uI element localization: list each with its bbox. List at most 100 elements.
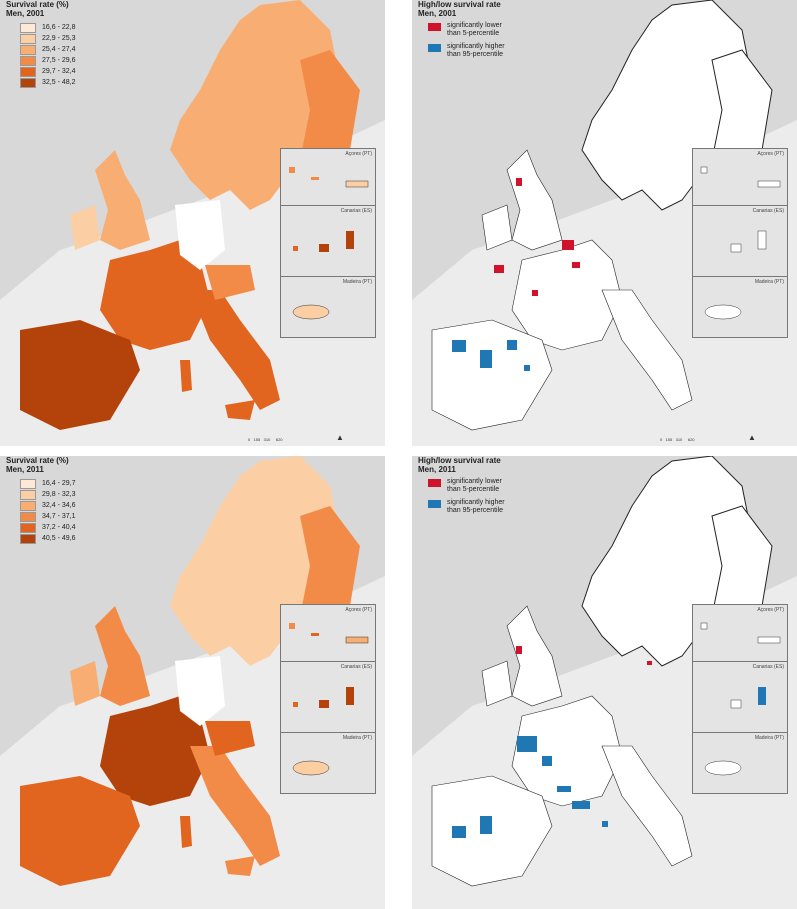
legend-item: 29,8 - 32,3 [20, 489, 75, 500]
legend-swatch [428, 23, 441, 31]
inset-label: Madeira (PT) [754, 279, 784, 285]
inset-canarias: Canarias (ES) [281, 206, 375, 277]
region-uk [506, 605, 563, 707]
inset-acores-map [289, 623, 369, 644]
legend-item: 29,7 - 32,4 [20, 66, 75, 77]
inset-label: Açores (PT) [757, 607, 784, 613]
scale-label: 620 [687, 437, 695, 442]
legend-label: significantly higher than 95-percentile [447, 499, 505, 514]
region-sardinia [180, 816, 192, 848]
region-italy [601, 289, 693, 411]
legend-item: 34,7 - 37,1 [20, 511, 75, 522]
legend-swatch [428, 479, 441, 487]
legend-label: 32,4 - 34,6 [42, 502, 76, 509]
inset-madeira-map [704, 760, 742, 776]
region-sicily [225, 856, 255, 876]
legend-swatch [20, 66, 36, 77]
legend-item: 37,2 - 40,4 [20, 522, 75, 533]
legend-item: 27,5 - 29,6 [20, 55, 75, 66]
inset-madeira-map [704, 304, 742, 320]
inset-label: Açores (PT) [345, 151, 372, 157]
inset-madeira-map [292, 304, 330, 320]
legend: Survival rate (%) Men, 2001 16,6 - 22,8 … [6, 0, 75, 88]
legend-item: significantly higher than 95-percentile [428, 43, 517, 59]
inset-label: Madeira (PT) [342, 735, 372, 741]
legend-item: 25,4 - 27,4 [20, 44, 75, 55]
inset-label: Canarias (ES) [752, 208, 784, 214]
region-sardinia [180, 360, 192, 392]
region-ireland [70, 661, 100, 706]
legend: Survival rate (%) Men, 2011 16,4 - 29,7 … [6, 456, 75, 544]
legend-item: significantly higher than 95-percentile [428, 499, 517, 515]
legend-title: High/low survival rate [418, 456, 501, 465]
north-arrow-icon: ▲ [748, 433, 756, 442]
inset-maps: Açores (PT) Canarias (ES) Madeira (PT) [692, 604, 788, 794]
legend-label: significantly lower than 5-percentile [447, 22, 502, 37]
region-france [511, 239, 623, 351]
legend-label: 25,4 - 27,4 [42, 46, 76, 53]
inset-maps: Açores (PT) Canarias (ES) Madeira (PT) [692, 148, 788, 338]
region-iberia [20, 776, 140, 886]
inset-maps: Açores (PT) Canarias (ES) Madeira (PT) [280, 148, 376, 338]
legend-subtitle: Men, 2011 [6, 465, 44, 474]
legend-item: 16,4 - 29,7 [20, 478, 75, 489]
region-finland [300, 50, 360, 180]
legend-label: 32,5 - 48,2 [42, 79, 76, 86]
legend-subtitle: Men, 2011 [418, 465, 456, 474]
region-germany-nodata [175, 656, 225, 726]
legend-subtitle: Men, 2001 [418, 9, 457, 18]
inset-acores: Açores (PT) [281, 149, 375, 206]
region-austria [205, 721, 255, 756]
legend-swatch [20, 500, 36, 511]
legend-label: 27,5 - 29,6 [42, 57, 76, 64]
inset-label: Açores (PT) [757, 151, 784, 157]
legend-swatch [428, 500, 441, 508]
region-uk [506, 149, 563, 251]
region-italy [601, 745, 693, 867]
legend-title: High/low survival rate [418, 0, 501, 9]
inset-acores-map [700, 622, 781, 644]
inset-canarias-map [293, 687, 354, 708]
legend-title: Survival rate (%) [6, 0, 69, 9]
legend-label: 29,8 - 32,3 [42, 491, 76, 498]
inset-madeira: Madeira (PT) [693, 277, 787, 337]
north-arrow-icon: ▲ [336, 433, 344, 442]
inset-label: Açores (PT) [345, 607, 372, 613]
scale-bar: 0 155 310 620 [248, 437, 283, 442]
legend-swatch [20, 478, 36, 489]
region-france [100, 696, 210, 806]
legend-swatch [20, 55, 36, 66]
legend-label: significantly lower than 5-percentile [447, 478, 502, 493]
scale-label: 620 [275, 437, 283, 442]
legend-swatch [20, 22, 36, 33]
inset-label: Canarias (ES) [340, 208, 372, 214]
inset-madeira: Madeira (PT) [693, 733, 787, 793]
scale-label: 155 [665, 437, 673, 442]
legend-swatch [428, 44, 441, 52]
inset-label: Canarias (ES) [752, 664, 784, 670]
inset-canarias-map [730, 687, 766, 709]
map-panel-significance-2001: High/low survival rate Men, 2001 signifi… [412, 0, 797, 446]
region-germany-nodata [175, 200, 225, 270]
legend-item: 16,6 - 22,8 [20, 22, 75, 33]
region-france [100, 240, 210, 350]
legend-label: 37,2 - 40,4 [42, 524, 76, 531]
legend-label: 34,7 - 37,1 [42, 513, 76, 520]
legend-label: 29,7 - 32,4 [42, 68, 76, 75]
inset-canarias-map [293, 231, 354, 252]
legend-swatch [20, 489, 36, 500]
scale-label: 0 [660, 437, 663, 442]
region-italy [190, 746, 280, 866]
inset-acores: Açores (PT) [693, 605, 787, 662]
legend-item: 32,5 - 48,2 [20, 77, 75, 88]
inset-madeira: Madeira (PT) [281, 733, 375, 793]
legend-label: significantly higher than 95-percentile [447, 43, 505, 58]
legend-item: significantly lower than 5-percentile [428, 22, 517, 38]
legend-subtitle: Men, 2001 [6, 9, 45, 18]
inset-acores-map [289, 167, 369, 188]
inset-madeira: Madeira (PT) [281, 277, 375, 337]
inset-canarias: Canarias (ES) [693, 206, 787, 277]
legend-item: significantly lower than 5-percentile [428, 478, 517, 494]
legend-item: 32,4 - 34,6 [20, 500, 75, 511]
legend-swatch [20, 533, 36, 544]
